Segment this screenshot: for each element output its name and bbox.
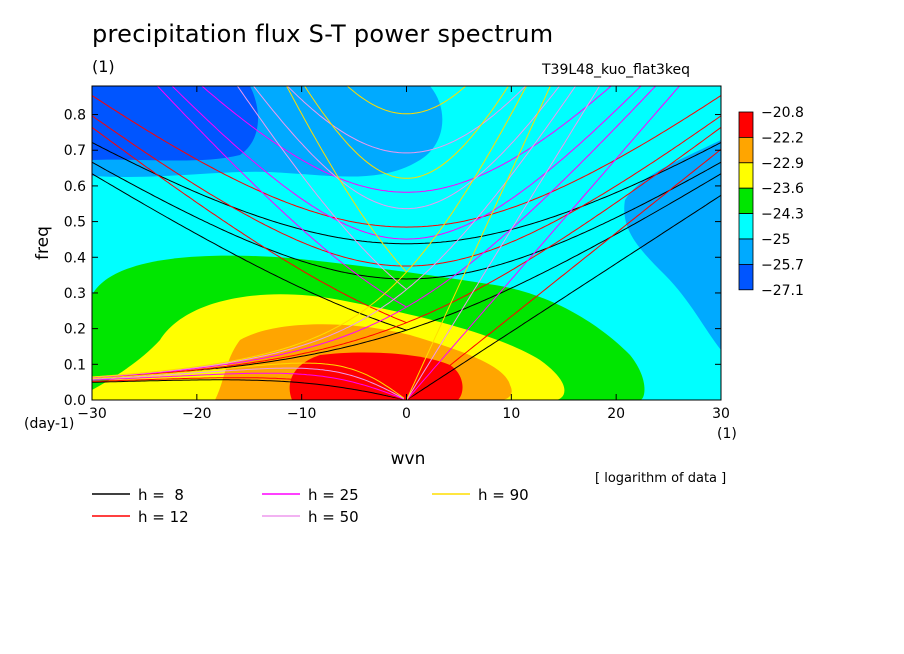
colorbar-label: −22.9 [761, 156, 804, 172]
x-tick-label: 0 [402, 406, 411, 422]
y-tick-label: 0.6 [64, 179, 86, 195]
dispersion-curve-h12 [92, 377, 405, 400]
experiment-name: T39L48_kuo_flat3keq [542, 62, 690, 78]
x-unit-label: (1) [717, 426, 737, 442]
colorbar-segment [738, 136, 754, 164]
legend-label-h50: h = 50 [308, 508, 359, 526]
dispersion-curve-h8 [92, 173, 407, 331]
dispersion-curve-h50 [252, 86, 561, 210]
colorbar-label: −22.2 [761, 130, 804, 146]
dispersion-curve-h8 [92, 142, 721, 245]
dispersion-curve-h25 [201, 86, 612, 193]
y-tick-label: 0.4 [64, 250, 86, 266]
colorbar: −20.8 −22.2 −22.9 −23.6 −24.3 −25 −25.7 −27.1 [738, 105, 804, 299]
x-tick-label: 10 [502, 406, 520, 422]
colorbar-label: −25.7 [761, 257, 804, 273]
y-tick-label: 0.1 [64, 357, 86, 373]
x-tick-label: 30 [712, 406, 730, 422]
y-tick-label: 0.3 [64, 286, 86, 302]
colorbar-label: −27.1 [761, 283, 804, 299]
dispersion-curve-h50 [92, 367, 405, 400]
dispersion-curve-h90 [92, 362, 405, 399]
y-unit-label: (day-1) [24, 416, 74, 432]
colorbar-label: −25 [761, 232, 791, 248]
colorbar-label: −23.6 [761, 181, 804, 197]
x-axis: −30 −20 −10 0 10 20 30 [77, 86, 730, 422]
dispersion-curve-h8 [92, 161, 721, 280]
dispersion-curve-h25 [171, 86, 642, 240]
dispersion-curve-h12 [92, 126, 721, 379]
y-tick-label: 0.5 [64, 215, 86, 231]
dispersion-curves [92, 86, 721, 400]
x-tick-label: −30 [77, 406, 107, 422]
dispersion-curve-h90 [406, 86, 551, 400]
dispersion-curve-h12 [406, 148, 721, 400]
y-axis: 0.0 0.1 0.2 0.3 0.4 0.5 0.6 0.7 0.8 [64, 108, 721, 409]
dispersion-curve-h90 [346, 86, 467, 115]
dispersion-curve-h12 [92, 115, 721, 267]
contour-fill [92, 86, 721, 400]
contour-region-peak [289, 352, 463, 400]
x-tick-label: −10 [287, 406, 317, 422]
chart-title: precipitation flux S-T power spectrum [92, 20, 554, 48]
dispersion-curve-h90 [285, 86, 407, 273]
dispersion-curve-h12 [92, 126, 407, 324]
dispersion-curve-h8 [92, 379, 404, 400]
dispersion-curve-h90 [92, 86, 528, 378]
legend-label-h8: h = 8 [138, 486, 184, 504]
dispersion-curve-h25 [406, 86, 681, 400]
y-tick-label: 0.7 [64, 143, 86, 159]
x-tick-label: 20 [607, 406, 625, 422]
colorbar-segment [738, 187, 754, 214]
colorbar-segment [738, 238, 754, 265]
dispersion-curve-h50 [286, 86, 527, 154]
data-note: [ logarithm of data ] [595, 471, 726, 486]
legend-label-h25: h = 25 [308, 486, 359, 504]
dispersion-curve-h25 [92, 372, 405, 400]
dispersion-curve-h50 [92, 86, 577, 378]
y-tick-label: 0.0 [64, 393, 86, 409]
legend: h = 8 h = 12 h = 25 h = 50 h = 90 [92, 486, 529, 526]
colorbar-label: −20.8 [761, 105, 804, 121]
colorbar-segment [738, 162, 754, 189]
dispersion-curve-h90 [304, 86, 509, 179]
chart-units-label: (1) [92, 57, 115, 76]
colorbar-segment [738, 263, 754, 291]
colorbar-segment [738, 213, 754, 240]
colorbar-segment [738, 111, 754, 138]
colorbar-label: −24.3 [761, 207, 804, 223]
contour-region-upper-band-right [624, 140, 721, 350]
y-axis-label: freq [33, 226, 53, 260]
contour-region-upper-left [92, 86, 259, 161]
legend-label-h12: h = 12 [138, 508, 189, 526]
dispersion-curve-h50 [236, 86, 407, 290]
dispersion-curve-h50 [406, 86, 601, 400]
y-tick-label: 0.8 [64, 108, 86, 124]
x-axis-label: wvn [391, 449, 426, 469]
y-tick-label: 0.2 [64, 322, 86, 338]
dispersion-curve-h8 [406, 194, 721, 400]
legend-label-h90: h = 90 [478, 486, 529, 504]
x-tick-label: −20 [182, 406, 212, 422]
dispersion-curve-h25 [156, 86, 407, 308]
dispersion-curve-h25 [92, 86, 657, 378]
